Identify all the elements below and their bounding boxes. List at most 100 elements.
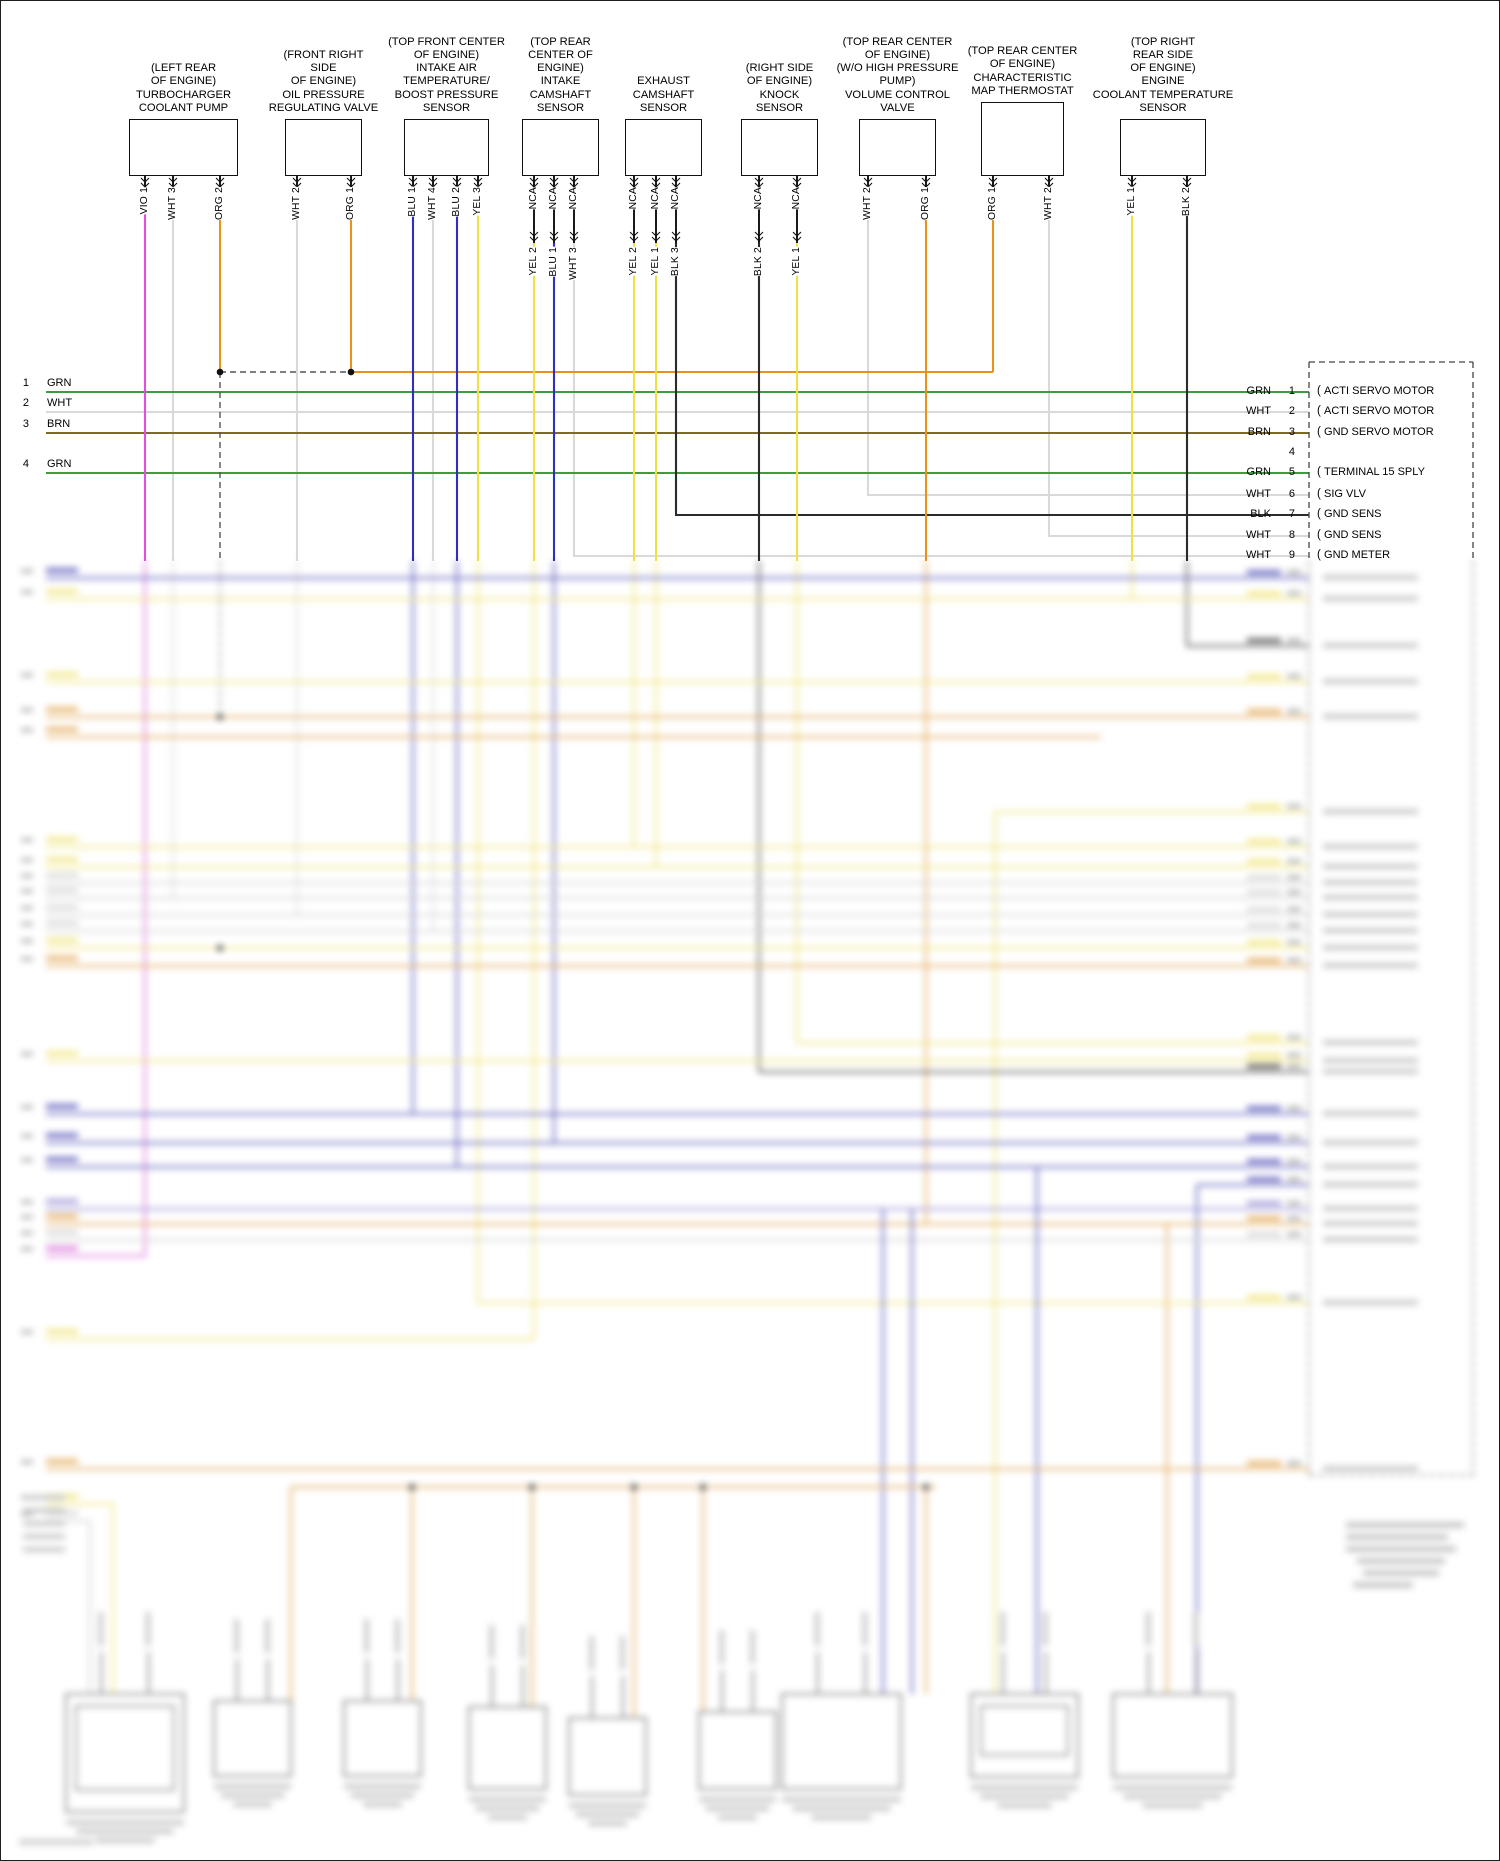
connector-chevron-icon (671, 236, 681, 242)
left-row-number: 2 (22, 397, 29, 409)
connector-row-pin: 7 (1288, 508, 1295, 520)
connector-chevron-icon (651, 236, 661, 242)
connector-chevron-icon (629, 177, 639, 183)
pin-wire-label: YEL 3 (472, 187, 484, 216)
pin-wire-label: BLU 1 (407, 187, 419, 217)
connector-chevron-icon (629, 236, 639, 242)
connector-chevron-icon (792, 231, 802, 237)
pin-wire-label: WHT 4 (427, 187, 439, 220)
pin-wire-label: WHT 2 (1043, 187, 1055, 220)
connector-row-color: BRN (1247, 426, 1271, 438)
pin-wire-label: YEL 1 (1126, 187, 1138, 216)
connector-chevron-icon (569, 236, 579, 242)
connector-chevron-icon (754, 231, 764, 237)
pin-wire-label: BLU 2 (451, 187, 463, 217)
connector-chevron-icon (988, 177, 998, 183)
connector-chevron-icon (140, 177, 150, 183)
connector-chevron-icon (408, 177, 418, 183)
component-box-engine-coolant-temperature-sensor (1120, 119, 1206, 176)
connector-chevron-icon (921, 177, 931, 183)
pin-wire-label: VIO 1 (139, 187, 151, 215)
wire-wht (572, 243, 1309, 558)
wire-wht (866, 185, 1309, 497)
pin-wire-label: BLK 2 (753, 247, 765, 277)
connector-chevron-icon (529, 177, 539, 183)
connector-chevron-icon (1127, 177, 1137, 183)
component-box-oil-pressure-regulating-valve (285, 119, 362, 176)
pin-label-nca: NCA (791, 187, 803, 210)
connector-chevron-icon (168, 177, 178, 183)
pin-label-nca: NCA (528, 187, 540, 210)
left-row-color: BRN (47, 418, 71, 430)
left-row-color: GRN (47, 377, 72, 389)
pin-label-nca: NCA (628, 187, 640, 210)
component-box-exhaust-camshaft-sensor (625, 119, 702, 176)
connector-chevron-icon (792, 236, 802, 242)
connector-chevron-icon (292, 177, 302, 183)
connector-chevron-icon (549, 236, 559, 242)
pin-label-nca: NCA (670, 187, 682, 210)
component-box-characteristic-map-thermostat (981, 102, 1064, 176)
connector-row-desc: ACTI SERVO MOTOR (1317, 385, 1434, 398)
connector-row-desc: GND METER (1317, 549, 1390, 562)
left-row-color: GRN (47, 458, 72, 470)
connector-chevron-icon (1182, 177, 1192, 183)
connector-chevron-icon (671, 231, 681, 237)
connector-row-desc: ACTI SERVO MOTOR (1317, 405, 1434, 418)
connector-row-desc: TERMINAL 15 SPLY (1317, 466, 1425, 479)
connector-chevron-icon (863, 177, 873, 183)
pin-wire-label: ORG 1 (345, 187, 357, 221)
connector-chevron-icon (529, 231, 539, 237)
pin-wire-label: BLU 1 (548, 247, 560, 277)
connector-chevron-icon (671, 177, 681, 183)
connector-chevron-icon (569, 177, 579, 183)
connector-chevron-icon (346, 177, 356, 183)
wire-wht (1047, 185, 1309, 538)
connector-row-pin: 1 (1288, 385, 1295, 397)
connector-chevron-icon (754, 236, 764, 242)
connector-row-pin: 3 (1288, 426, 1295, 438)
connector-chevron-icon (754, 177, 764, 183)
splice-dot (216, 368, 224, 376)
connector-chevron-icon (629, 231, 639, 237)
pin-wire-label: ORG 1 (987, 187, 999, 221)
wire-blk (674, 243, 1309, 517)
component-box-intake-air-temp-boost-pressure-sensor (404, 119, 489, 176)
pin-wire-label: ORG 2 (214, 187, 226, 221)
component-box-volume-control-valve (859, 119, 936, 176)
connector-row-pin: 6 (1288, 488, 1295, 500)
connector-chevron-icon (452, 177, 462, 183)
connector-row-color: WHT (1245, 529, 1271, 541)
connector-row-pin: 2 (1288, 405, 1295, 417)
pin-label-nca: NCA (753, 187, 765, 210)
left-row-number: 4 (22, 458, 29, 470)
connector-chevron-icon (651, 231, 661, 237)
connector-row-color: WHT (1245, 488, 1271, 500)
connector-row-pin: 8 (1288, 529, 1295, 541)
connector-chevron-icon (549, 177, 559, 183)
connector-row-desc: GND SERVO MOTOR (1317, 426, 1434, 439)
connector-row-color: WHT (1245, 405, 1271, 417)
pin-wire-label: YEL 2 (628, 247, 640, 276)
connector-row-color: GRN (1246, 385, 1271, 397)
left-row-color: WHT (47, 397, 73, 409)
pin-label-nca: NCA (548, 187, 560, 210)
pin-wire-label: YEL 1 (791, 247, 803, 276)
connector-chevron-icon (428, 177, 438, 183)
pin-wire-label: WHT 2 (291, 187, 303, 220)
pin-label-nca: NCA (568, 187, 580, 210)
connector-chevron-icon (1044, 177, 1054, 183)
pin-wire-label: WHT 3 (167, 187, 179, 220)
component-box-intake-camshaft-sensor (522, 119, 599, 176)
left-row-number: 3 (22, 418, 29, 430)
pin-wire-label: ORG 1 (920, 187, 932, 221)
connector-row-color: WHT (1245, 549, 1271, 561)
connector-row-color: GRN (1246, 466, 1271, 478)
connector-row-desc: GND SENS (1317, 529, 1381, 542)
splice-dot (347, 368, 355, 376)
connector-chevron-icon (473, 177, 483, 183)
pin-wire-label: YEL 2 (528, 247, 540, 276)
connector-chevron-icon (569, 231, 579, 237)
connector-row-pin: 9 (1288, 549, 1295, 561)
